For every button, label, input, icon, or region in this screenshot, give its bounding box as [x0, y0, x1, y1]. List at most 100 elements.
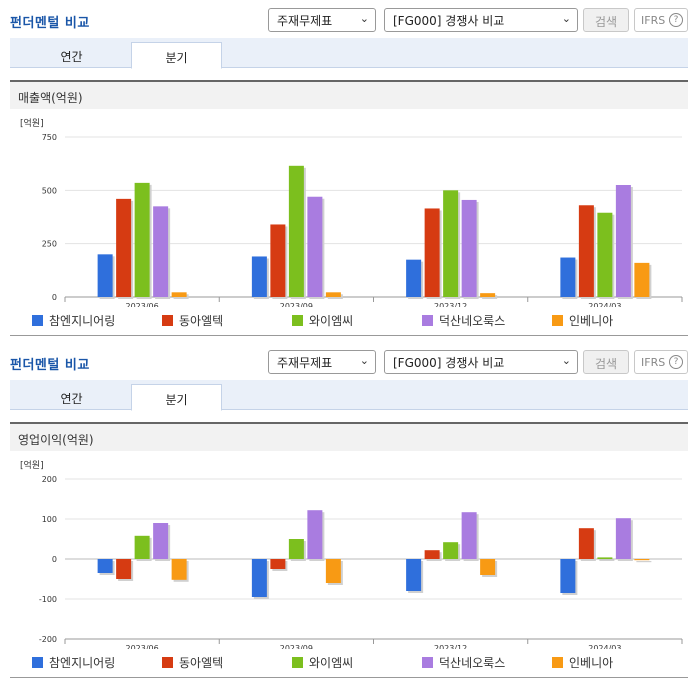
tab-quarterly[interactable]: 분기: [131, 384, 222, 411]
y-tick-label: -200: [39, 635, 57, 644]
legend-item[interactable]: 인베니아: [552, 312, 613, 329]
legend-swatch: [292, 657, 303, 668]
panel-title: 펀더멘털 비교: [10, 358, 90, 373]
legend-swatch: [422, 657, 433, 668]
legend-label: 덕산네오룩스: [439, 314, 506, 328]
legend-item[interactable]: 참엔지니어링: [32, 312, 115, 329]
legend-swatch: [552, 657, 563, 668]
bar: [171, 292, 187, 297]
y-tick-label: 200: [42, 475, 57, 484]
bar: [153, 206, 169, 297]
search-button[interactable]: 검색: [583, 8, 629, 32]
legend-item[interactable]: 덕산네오룩스: [422, 654, 505, 671]
statement-type-select[interactable]: 주재무제표 ⌄: [268, 350, 376, 374]
ifrs-label: IFRS: [641, 356, 666, 369]
legend-swatch: [162, 315, 173, 326]
statement-type-value: 주재무제표: [277, 356, 333, 370]
panel-toolbar: 펀더멘털 비교 주재무제표 ⌄ [FG000] 경쟁사 비교 ⌄ 검색 IFRS…: [0, 342, 696, 380]
bar: [171, 559, 187, 580]
legend-swatch: [422, 315, 433, 326]
unit-label: [억원]: [20, 117, 44, 129]
bar: [615, 518, 631, 559]
chart-legend: 참엔지니어링 동아엘텍 와이엠씨 덕산네오룩스 인베니아: [10, 312, 688, 330]
divider: [10, 677, 688, 678]
bar: [97, 254, 113, 297]
legend-label: 덕산네오룩스: [439, 656, 506, 670]
bar: [270, 224, 286, 297]
comparison-select[interactable]: [FG000] 경쟁사 비교 ⌄: [384, 350, 578, 374]
ifrs-button[interactable]: IFRS ?: [634, 8, 688, 32]
bar-shadow: [599, 559, 615, 561]
legend-item[interactable]: 와이엠씨: [292, 312, 353, 329]
legend-label: 와이엠씨: [309, 314, 354, 328]
legend-item[interactable]: 동아엘텍: [162, 654, 223, 671]
bar: [406, 259, 422, 297]
y-tick-label: 250: [42, 240, 57, 249]
bar: [461, 199, 477, 297]
comparison-select[interactable]: [FG000] 경쟁사 비교 ⌄: [384, 8, 578, 32]
panel-title: 펀더멘털 비교: [10, 16, 90, 31]
legend-item[interactable]: 덕산네오룩스: [422, 312, 505, 329]
fundamental-panel-operating-profit: 펀더멘털 비교 주재무제표 ⌄ [FG000] 경쟁사 비교 ⌄ 검색 IFRS…: [0, 342, 696, 684]
y-tick-label: 0: [52, 555, 57, 564]
bar: [480, 293, 496, 297]
bar: [560, 559, 576, 593]
bar: [634, 559, 650, 561]
statement-type-value: 주재무제표: [277, 14, 333, 28]
bar: [634, 262, 650, 297]
statement-type-select[interactable]: 주재무제표 ⌄: [268, 8, 376, 32]
y-tick-label: -100: [39, 595, 57, 604]
legend-swatch: [552, 315, 563, 326]
y-tick-label: 500: [42, 186, 57, 195]
bar-shadow: [636, 561, 652, 563]
chart-subtitle: 매출액(억원): [10, 80, 688, 109]
period-tabs: 연간 분기: [10, 380, 688, 411]
legend-item[interactable]: 와이엠씨: [292, 654, 353, 671]
x-tick-label: 2023/12: [434, 644, 467, 649]
ifrs-button[interactable]: IFRS ?: [634, 350, 688, 374]
bar: [134, 535, 150, 559]
legend-item[interactable]: 참엔지니어링: [32, 654, 115, 671]
legend-item[interactable]: 동아엘텍: [162, 312, 223, 329]
comparison-value: [FG000] 경쟁사 비교: [393, 356, 505, 370]
help-icon: ?: [669, 355, 683, 369]
legend-label: 인베니아: [569, 656, 614, 670]
tab-quarterly[interactable]: 분기: [131, 42, 222, 69]
x-tick-label: 2023/09: [280, 302, 313, 307]
bar: [288, 165, 304, 297]
tab-annual[interactable]: 연간: [60, 392, 83, 406]
bar: [270, 559, 286, 569]
bar: [325, 292, 341, 297]
chart-subtitle: 영업이익(억원): [10, 422, 688, 451]
x-tick-label: 2023/12: [434, 302, 467, 307]
bar: [406, 559, 422, 591]
bar: [443, 190, 459, 297]
x-tick-label: 2023/06: [126, 644, 159, 649]
bar: [116, 559, 132, 579]
y-tick-label: 100: [42, 515, 57, 524]
bar: [251, 256, 267, 297]
tab-annual[interactable]: 연간: [60, 50, 83, 64]
chevron-down-icon: ⌄: [359, 12, 369, 25]
fundamental-panel-revenue: 펀더멘털 비교 주재무제표 ⌄ [FG000] 경쟁사 비교 ⌄ 검색 IFRS…: [10, 8, 688, 336]
bar: [443, 542, 459, 559]
operating-profit-chart: [억원] -200 -100 0 100 200 2023/06 2023/09 2023/12…: [10, 454, 688, 653]
comparison-value: [FG000] 경쟁사 비교: [393, 14, 505, 28]
legend-swatch: [32, 315, 43, 326]
bar: [578, 528, 594, 559]
chevron-down-icon: ⌄: [359, 354, 369, 367]
legend-swatch: [162, 657, 173, 668]
bar: [597, 212, 613, 297]
chevron-down-icon: ⌄: [561, 12, 571, 25]
bar: [288, 539, 304, 559]
search-button[interactable]: 검색: [583, 350, 629, 374]
bar: [615, 185, 631, 297]
legend-label: 동아엘텍: [179, 656, 224, 670]
legend-item[interactable]: 인베니아: [552, 654, 613, 671]
legend-label: 인베니아: [569, 314, 614, 328]
revenue-chart: [억원] 0 250 500 750 2023/06 2023/09 2023/12 2024/…: [10, 112, 688, 311]
bar: [461, 512, 477, 559]
legend-label: 와이엠씨: [309, 656, 354, 670]
legend-label: 참엔지니어링: [49, 314, 116, 328]
legend-label: 참엔지니어링: [49, 656, 116, 670]
